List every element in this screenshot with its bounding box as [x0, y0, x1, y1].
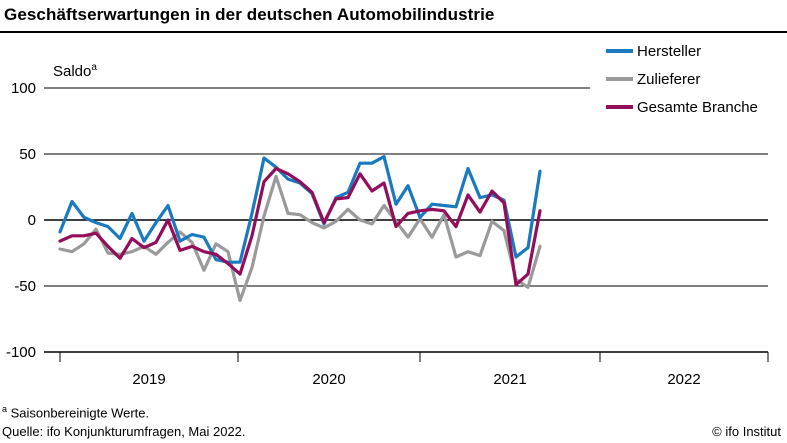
y-tick-label: 100: [11, 80, 36, 97]
grid-layer: [44, 87, 768, 353]
x-axis: 2019 2020 2021 2022: [44, 351, 769, 388]
series-line-hersteller: [58, 155, 542, 264]
title-rule: [0, 31, 787, 33]
footnote-text: Saisonbereinigte Werte.: [7, 405, 150, 421]
legend-label: Gesamte Branche: [637, 99, 758, 116]
footnote-marker: a: [2, 404, 8, 414]
chart-title: Geschäftserwartungen in der deutschen Au…: [4, 5, 495, 24]
x-tick-label: 2021: [493, 371, 526, 388]
source-note: Quelle: ifo Konjunkturumfragen, Mai 2022…: [2, 424, 246, 439]
x-tick-label: 2022: [667, 371, 700, 388]
y-axis-label-marker: a: [91, 62, 97, 73]
legend-label: Hersteller: [637, 43, 701, 60]
x-tick-label: 2019: [132, 371, 165, 388]
y-axis-label-text: Saldo: [53, 63, 91, 80]
x-tick-label: 2020: [312, 371, 345, 388]
series-line-zulieferer: [58, 174, 542, 303]
y-tick-label: -50: [14, 278, 36, 295]
y-tick-labels: 100 50 0 -50 -100: [6, 80, 36, 361]
y-tick-label: 50: [19, 146, 36, 163]
footnote: a Saisonbereinigte Werte.: [2, 404, 149, 420]
series-line-gesamte-branche: [58, 166, 542, 287]
series-lines: [58, 155, 542, 303]
y-tick-label: -100: [6, 344, 36, 361]
y-tick-label: 0: [28, 212, 36, 229]
legend-label: Zulieferer: [637, 71, 700, 88]
legend: Hersteller Zulieferer Gesamte Branche: [606, 43, 758, 116]
credit: © ifo Institut: [712, 424, 781, 439]
y-axis-label: Saldoa: [53, 62, 97, 80]
